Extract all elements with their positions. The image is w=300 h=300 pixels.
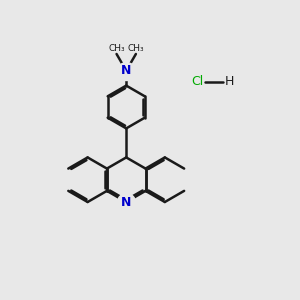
Text: N: N [121, 64, 131, 77]
Text: Cl: Cl [191, 75, 203, 88]
Text: H: H [225, 75, 234, 88]
Text: CH₃: CH₃ [108, 44, 125, 52]
Text: N: N [121, 196, 131, 208]
Text: CH₃: CH₃ [128, 44, 144, 52]
